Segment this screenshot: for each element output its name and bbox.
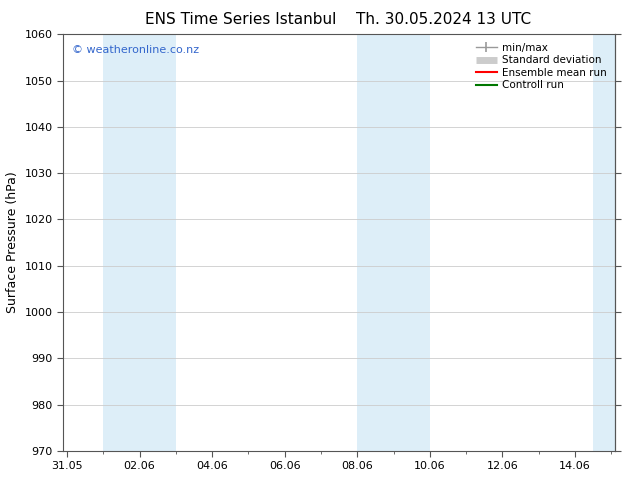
Bar — [358, 34, 430, 451]
Text: ENS Time Series Istanbul: ENS Time Series Istanbul — [145, 12, 337, 27]
Text: © weatheronline.co.nz: © weatheronline.co.nz — [72, 45, 199, 55]
Bar — [103, 34, 176, 451]
Y-axis label: Surface Pressure (hPa): Surface Pressure (hPa) — [6, 172, 19, 314]
Text: Th. 30.05.2024 13 UTC: Th. 30.05.2024 13 UTC — [356, 12, 531, 27]
Legend: min/max, Standard deviation, Ensemble mean run, Controll run: min/max, Standard deviation, Ensemble me… — [473, 40, 610, 94]
Bar — [593, 34, 615, 451]
